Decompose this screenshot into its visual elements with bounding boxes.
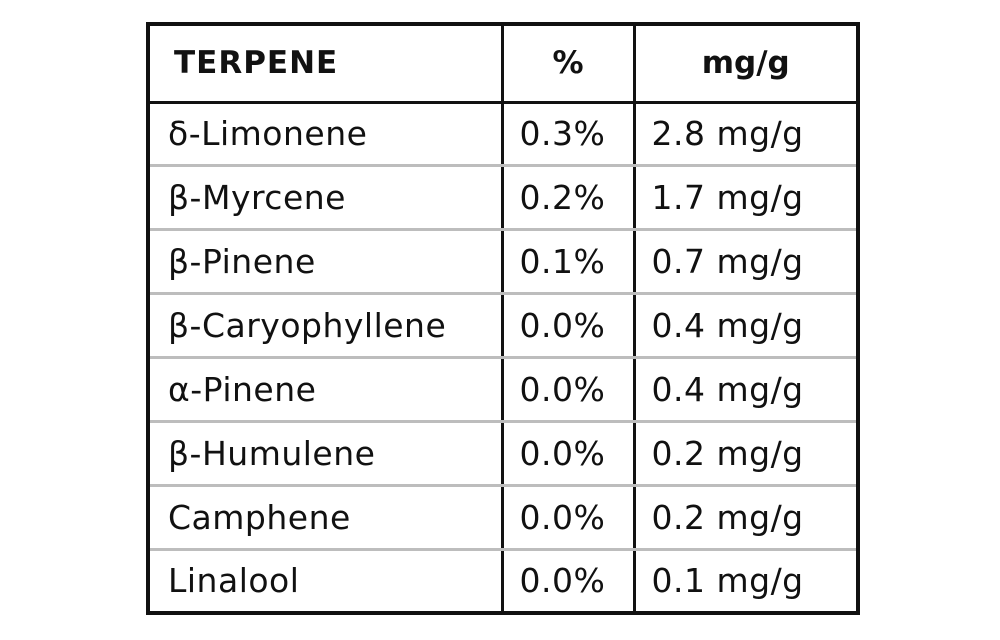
terpene-mgg: 0.4 mg/g [632,293,858,359]
terpene-name: β-Humulene [148,421,502,487]
terpene-percent: 0.0% [500,421,634,487]
header-row: TERPENE % mg/g [148,24,858,104]
terpene-mgg: 0.2 mg/g [632,421,858,487]
terpene-name: Camphene [148,485,502,551]
table-row: β-Humulene 0.0% 0.2 mg/g [148,421,858,487]
terpene-name: β-Caryophyllene [148,293,502,359]
table-row: δ-Limonene 0.3% 2.8 mg/g [148,102,858,168]
terpene-percent: 0.0% [500,293,634,359]
terpene-name: β-Myrcene [148,165,502,232]
table-row: α-Pinene 0.0% 0.4 mg/g [148,357,858,423]
terpene-percent: 0.3% [500,102,634,168]
table-body: δ-Limonene 0.3% 2.8 mg/g β-Myrcene 0.2% … [148,102,858,613]
table-row: β-Pinene 0.1% 0.7 mg/g [148,229,858,296]
terpene-table: TERPENE % mg/g δ-Limonene 0.3% 2.8 mg/g … [146,22,860,615]
table-row: β-Myrcene 0.2% 1.7 mg/g [148,165,858,232]
terpene-mgg: 0.4 mg/g [632,357,858,423]
header-terpene: TERPENE [148,24,502,104]
table-row: Linalool 0.0% 0.1 mg/g [148,549,858,613]
terpene-name: δ-Limonene [148,102,502,168]
table-header: TERPENE % mg/g [148,24,858,104]
terpene-mgg: 2.8 mg/g [632,102,858,168]
table-row: Camphene 0.0% 0.2 mg/g [148,485,858,551]
terpene-mgg: 0.7 mg/g [632,229,858,296]
header-percent: % [500,24,634,104]
header-mgg: mg/g [632,24,858,104]
terpene-percent: 0.0% [500,485,634,551]
terpene-mgg: 0.1 mg/g [632,549,858,613]
terpene-percent: 0.2% [500,165,634,232]
terpene-name: β-Pinene [148,229,502,296]
terpene-name: Linalool [168,561,300,601]
table-row: β-Caryophyllene 0.0% 0.4 mg/g [148,293,858,359]
terpene-name: α-Pinene [148,357,502,423]
terpene-percent: 0.0% [500,549,634,613]
terpene-percent: 0.1% [500,229,634,296]
terpene-mgg: 0.2 mg/g [632,485,858,551]
terpene-mgg: 1.7 mg/g [632,165,858,232]
terpene-percent: 0.0% [500,357,634,423]
